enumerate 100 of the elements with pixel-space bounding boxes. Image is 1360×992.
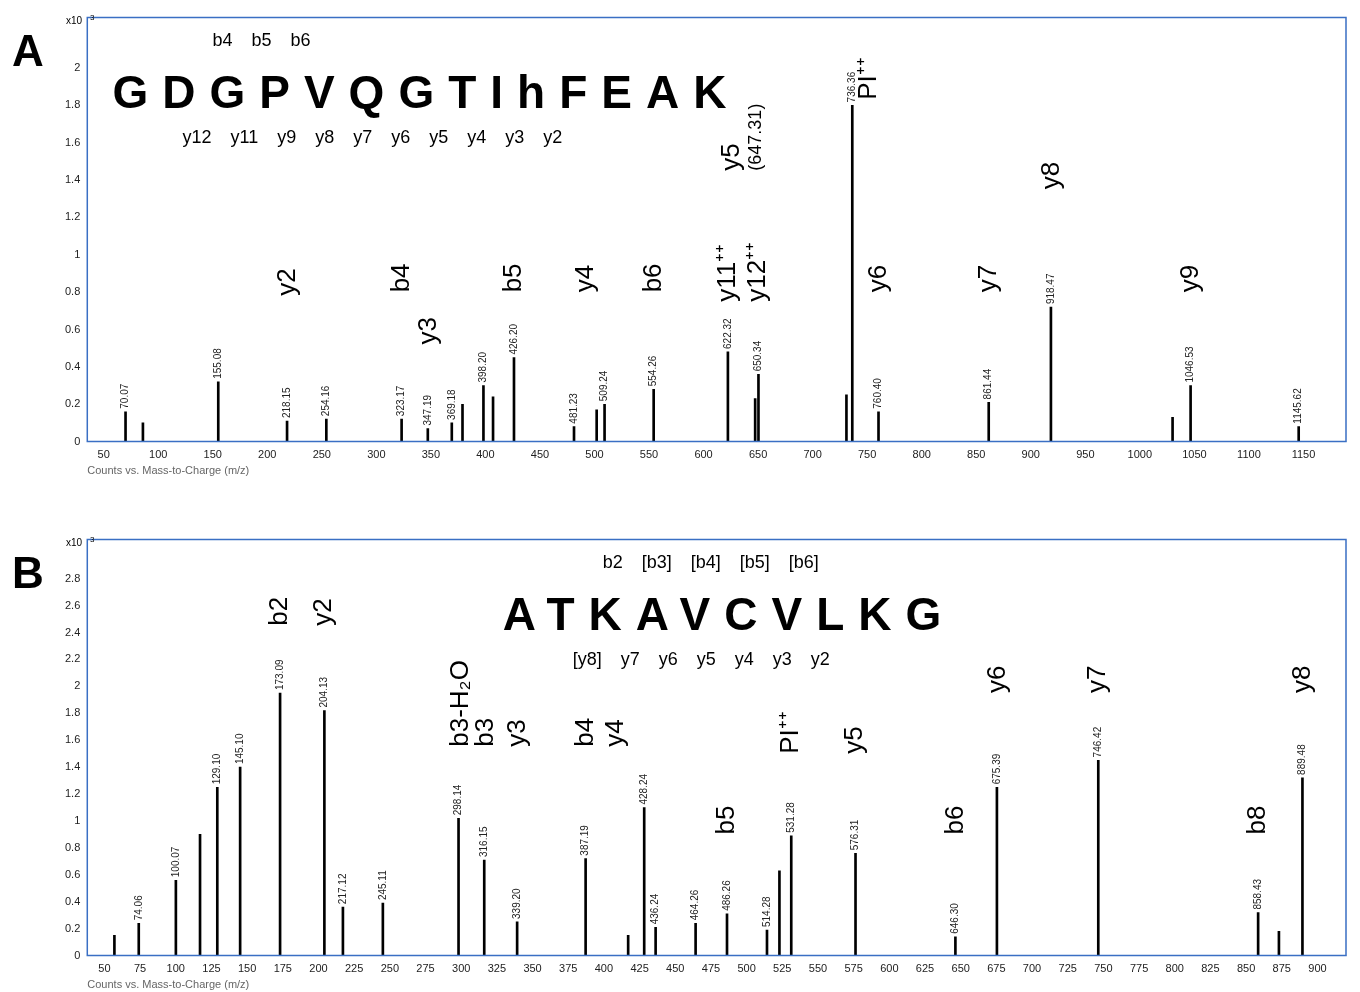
- x-tick-label: 100: [149, 448, 168, 461]
- y-tick-label: 1.4: [64, 173, 81, 186]
- x-tick-label: 850: [967, 448, 986, 461]
- y-tick-label: 0: [74, 948, 81, 961]
- y-tick-label: 0.8: [64, 840, 81, 853]
- bar: [450, 422, 454, 442]
- annotation: 70.07: [119, 383, 131, 409]
- annotation: [y8] y7 y6 y5 y4 y3 y2: [572, 648, 830, 669]
- annotation: 486.26: [720, 879, 732, 911]
- annotation: 155.08: [212, 347, 224, 379]
- annotation: b8: [1241, 805, 1272, 835]
- annotation: y12⁺⁺: [741, 241, 772, 302]
- bar: [694, 922, 697, 956]
- annotation: 858.43: [1251, 878, 1263, 910]
- y-tick-label: 1.6: [64, 135, 81, 148]
- y-tick-label: 2.6: [64, 598, 81, 611]
- y-tick-label: 0: [74, 434, 81, 447]
- bar: [457, 817, 460, 956]
- x-tick-label: 475: [701, 962, 721, 975]
- annotation: 554.26: [647, 355, 659, 387]
- annotation: y3: [411, 317, 442, 345]
- y-tick-label: 0.4: [64, 894, 81, 907]
- annotation: 481.23: [567, 392, 579, 424]
- bar: [789, 835, 793, 956]
- x-axis-title: Counts vs. Mass-to-Charge (m/z): [87, 464, 250, 477]
- x-tick-label: 525: [773, 962, 792, 975]
- bar: [654, 927, 657, 956]
- x-tick-label: 950: [1076, 448, 1095, 461]
- x-tick-label: 750: [857, 448, 877, 461]
- x-tick-label: 875: [1272, 962, 1291, 975]
- x-tick-label: 1050: [1182, 448, 1207, 461]
- x-tick-label: 500: [737, 962, 756, 975]
- annotation: 746.42: [1092, 726, 1104, 758]
- annotation: 514.28: [760, 896, 772, 928]
- annotation: y7: [971, 264, 1002, 293]
- annotation: b4: [568, 717, 599, 747]
- bar: [482, 385, 485, 442]
- y-tick-label: 0.6: [64, 322, 81, 335]
- annotation: 245.11: [376, 869, 388, 901]
- y-tick-label: 1.8: [64, 706, 81, 719]
- chart-title: B: [11, 547, 45, 598]
- x-tick-label: 200: [258, 448, 277, 461]
- x-tick-label: 900: [1308, 962, 1327, 975]
- bar: [584, 858, 587, 956]
- y-tick-label: 0.4: [64, 359, 81, 372]
- bar: [850, 105, 854, 442]
- x-tick-label: 675: [987, 962, 1006, 975]
- annotation: b5: [709, 805, 740, 835]
- annotation: ATKAVCVLKG: [502, 587, 956, 640]
- bar: [877, 411, 880, 442]
- annotation: 436.24: [649, 893, 661, 925]
- bar: [845, 394, 848, 442]
- x-tick-label: 600: [880, 962, 899, 975]
- x-tick-label: 150: [203, 448, 222, 461]
- annotation: 254.16: [320, 385, 332, 417]
- bar: [1189, 385, 1192, 442]
- annotation: y12 y11 y9 y8 y7 y6 y5 y4 y3 y2: [182, 126, 563, 147]
- bar: [323, 710, 326, 956]
- annotation: y2: [307, 598, 338, 626]
- x-tick-label: 750: [1094, 962, 1113, 975]
- annotation: y8: [1034, 161, 1065, 190]
- annotation: 204.13: [318, 676, 330, 708]
- annotation: 173.09: [273, 659, 285, 691]
- annotation: 100.07: [169, 846, 181, 878]
- annotation: y3: [500, 719, 531, 747]
- annotation: 760.40: [872, 377, 884, 409]
- bar: [595, 409, 598, 442]
- bar: [1096, 760, 1100, 956]
- y-tick-label: 1.8: [64, 98, 81, 111]
- y-tick-label: 1.2: [64, 787, 81, 800]
- annotation: y11⁺⁺: [711, 243, 742, 302]
- bar: [987, 402, 991, 442]
- y-tick-label: 0.6: [64, 867, 81, 880]
- annotation: b4 b5 b6: [212, 29, 311, 50]
- annotation: 675.39: [990, 753, 1002, 785]
- annotation: b4: [385, 263, 416, 293]
- y-tick-label: 0.8: [64, 285, 81, 298]
- x-tick-label: 450: [666, 962, 685, 975]
- annotation: y5: [838, 726, 869, 754]
- x-tick-label: 650: [951, 962, 970, 975]
- annotation: (647.31): [744, 103, 765, 171]
- x-tick-label: 375: [559, 962, 578, 975]
- x-tick-label: 600: [694, 448, 713, 461]
- annotation: 339.20: [510, 887, 522, 919]
- annotation: 576.31: [849, 819, 861, 851]
- annotation: 1145.62: [1292, 387, 1304, 424]
- bar: [216, 381, 220, 442]
- bar: [461, 403, 464, 442]
- annotation: 74.06: [132, 894, 144, 921]
- annotation: 323.17: [395, 385, 407, 417]
- x-tick-label: 900: [1021, 448, 1040, 461]
- annotation: 622.32: [721, 317, 733, 349]
- x-tick-label: 300: [367, 448, 386, 461]
- annotation: 129.10: [211, 753, 223, 785]
- annotation: 369.18: [445, 388, 457, 420]
- x-tick-label: 725: [1058, 962, 1077, 975]
- annotation: b6: [938, 805, 969, 835]
- x-tick-label: 550: [808, 962, 828, 975]
- x-tick-label: 825: [1201, 962, 1220, 975]
- annotation: b6: [636, 263, 667, 293]
